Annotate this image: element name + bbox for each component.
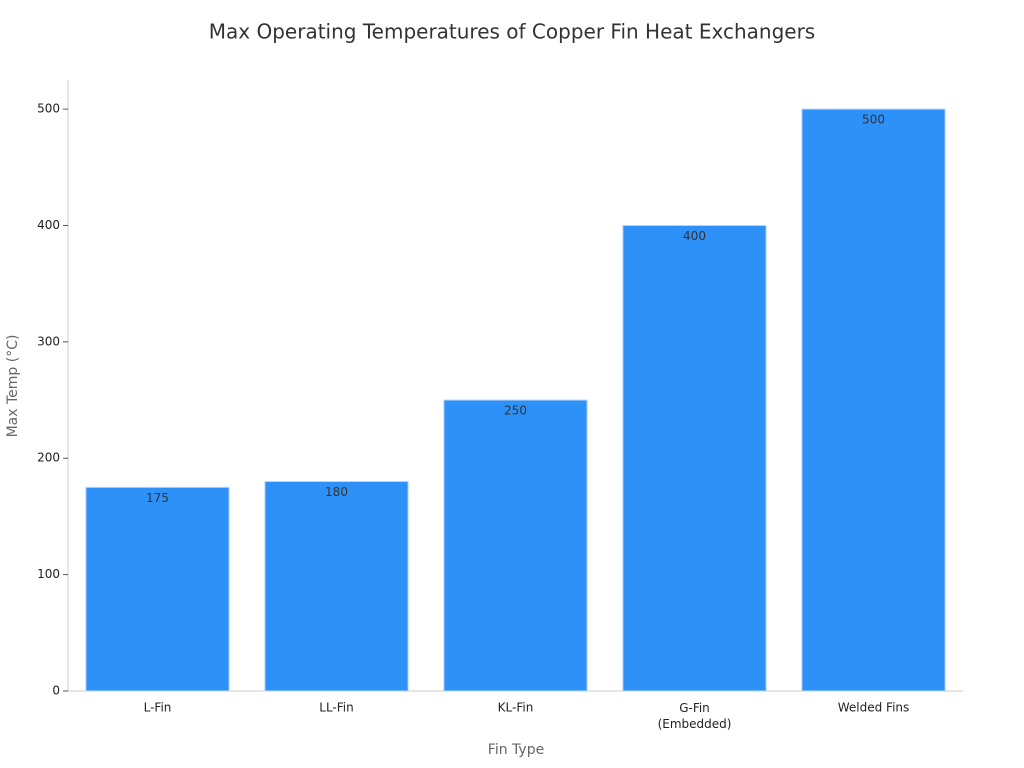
x-tick-label: LL-Fin [319,701,353,715]
y-tick-label: 300 [37,334,60,348]
chart-title: Max Operating Temperatures of Copper Fin… [209,20,815,44]
value-label: 500 [862,113,885,127]
bar [443,399,588,692]
y-axis-label: Max Temp (°C) [5,335,21,438]
bar [85,486,230,692]
x-tick-label: Welded Fins [838,701,910,715]
y-tick-label: 400 [37,218,60,232]
y-tick-label: 0 [52,684,60,698]
y-tick-label: 200 [37,451,60,465]
y-tick-label: 100 [37,567,60,581]
value-label: 400 [683,229,706,243]
bar [622,224,767,692]
value-label: 250 [504,404,527,418]
x-tick-label: G-Fin (Embedded) [658,701,732,731]
x-tick-label: L-Fin [144,701,172,715]
x-tick-label: KL-Fin [498,701,534,715]
bar [801,108,946,692]
value-label: 180 [325,485,348,499]
value-label: 175 [146,491,169,505]
y-tick-label: 500 [37,102,60,116]
bar [264,481,409,692]
x-axis-label: Fin Type [488,742,544,758]
